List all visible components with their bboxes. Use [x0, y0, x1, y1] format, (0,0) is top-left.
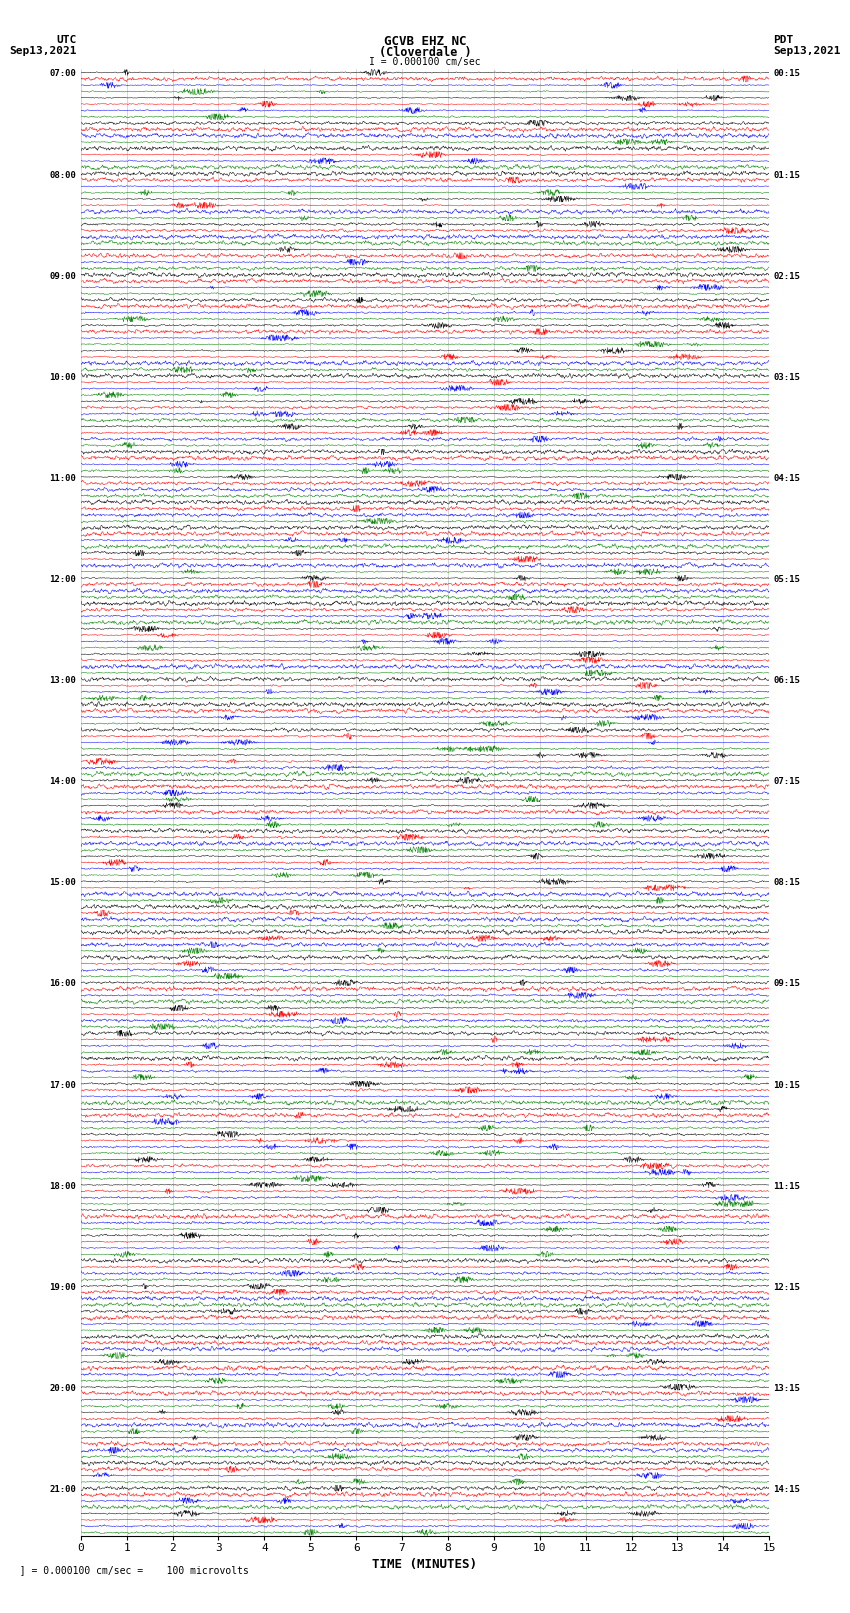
Text: 02:15: 02:15: [774, 271, 801, 281]
Text: 09:00: 09:00: [49, 271, 76, 281]
Text: 11:15: 11:15: [774, 1182, 801, 1190]
Text: 18:00: 18:00: [49, 1182, 76, 1190]
Text: 13:00: 13:00: [49, 676, 76, 686]
Text: 21:00: 21:00: [49, 1486, 76, 1494]
Text: 03:15: 03:15: [774, 373, 801, 382]
Text: 09:15: 09:15: [774, 979, 801, 989]
Text: 17:00: 17:00: [49, 1081, 76, 1090]
Text: 07:15: 07:15: [774, 777, 801, 786]
Text: 13:15: 13:15: [774, 1384, 801, 1394]
Text: 06:15: 06:15: [774, 676, 801, 686]
Text: 08:15: 08:15: [774, 879, 801, 887]
Text: ] = 0.000100 cm/sec =    100 microvolts: ] = 0.000100 cm/sec = 100 microvolts: [8, 1565, 249, 1574]
Text: 12:00: 12:00: [49, 574, 76, 584]
Text: 08:00: 08:00: [49, 171, 76, 179]
Text: (Cloverdale ): (Cloverdale ): [379, 45, 471, 60]
X-axis label: TIME (MINUTES): TIME (MINUTES): [372, 1558, 478, 1571]
Text: 20:00: 20:00: [49, 1384, 76, 1394]
Text: Sep13,2021: Sep13,2021: [9, 45, 76, 56]
Text: 12:15: 12:15: [774, 1282, 801, 1292]
Text: 01:15: 01:15: [774, 171, 801, 179]
Text: UTC: UTC: [56, 35, 76, 45]
Text: 10:15: 10:15: [774, 1081, 801, 1090]
Text: 15:00: 15:00: [49, 879, 76, 887]
Text: 11:00: 11:00: [49, 474, 76, 482]
Text: 00:15: 00:15: [774, 69, 801, 79]
Text: Sep13,2021: Sep13,2021: [774, 45, 841, 56]
Text: 14:15: 14:15: [774, 1486, 801, 1494]
Text: 10:00: 10:00: [49, 373, 76, 382]
Text: PDT: PDT: [774, 35, 794, 45]
Text: 14:00: 14:00: [49, 777, 76, 786]
Text: 16:00: 16:00: [49, 979, 76, 989]
Text: 19:00: 19:00: [49, 1282, 76, 1292]
Text: GCVB EHZ NC: GCVB EHZ NC: [383, 35, 467, 48]
Text: 04:15: 04:15: [774, 474, 801, 482]
Text: 05:15: 05:15: [774, 574, 801, 584]
Text: 07:00: 07:00: [49, 69, 76, 79]
Text: I = 0.000100 cm/sec: I = 0.000100 cm/sec: [369, 58, 481, 68]
